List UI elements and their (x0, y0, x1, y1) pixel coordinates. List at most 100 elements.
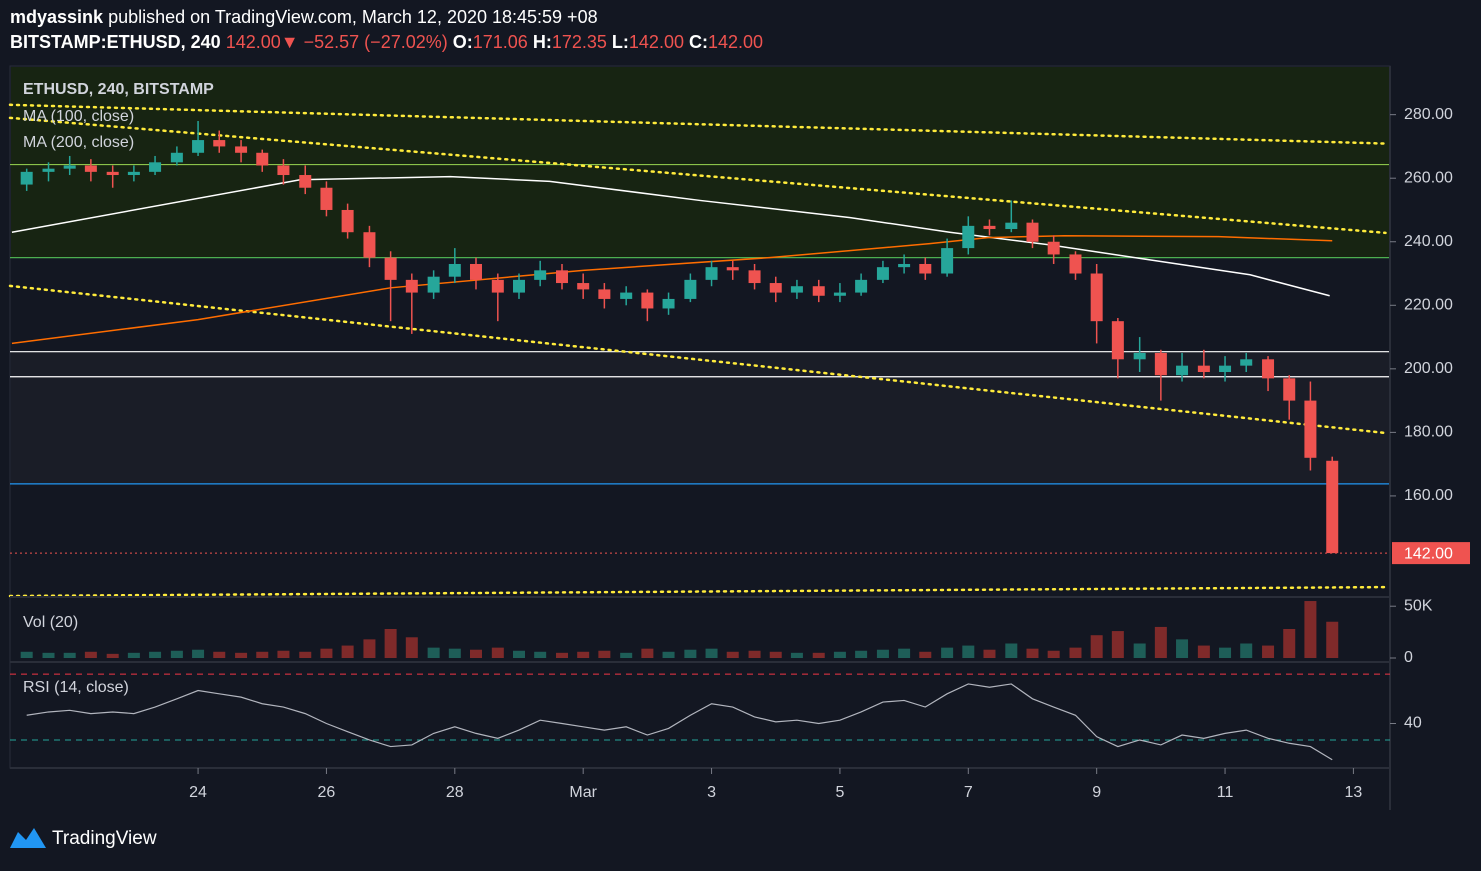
y-tick-label: 260.00 (1404, 169, 1453, 186)
candle-body (898, 263, 911, 268)
logo (10, 828, 46, 848)
x-tick-label: 26 (318, 784, 336, 801)
candle-body (1326, 460, 1339, 554)
y-tick-label: 200.00 (1404, 360, 1453, 377)
volume-bar (170, 650, 183, 658)
candle-body (556, 270, 568, 284)
volume-bar (769, 651, 782, 658)
volume-bar (726, 651, 739, 658)
trendline (8, 284, 1387, 435)
x-tick-label: 7 (964, 784, 973, 801)
volume-bar (812, 652, 825, 658)
logo-icon (10, 828, 46, 848)
volume-bar (448, 648, 461, 658)
volume-bar (384, 629, 397, 658)
x-tick-label: 9 (1092, 784, 1101, 801)
volume-bar (42, 652, 55, 658)
candle-body (170, 152, 183, 163)
volume-bar (20, 651, 33, 658)
volume-bar (256, 651, 269, 658)
change: −52.57 (−27.02%) (304, 32, 448, 52)
published: published on TradingView.com, March 12, … (108, 7, 598, 27)
candle-body (919, 263, 932, 274)
volume-bar (192, 649, 205, 658)
volume-bar (1069, 647, 1082, 658)
y-tick-label: 240.00 (1404, 233, 1453, 250)
candle-body (1219, 365, 1232, 373)
volume-bar (512, 650, 525, 658)
rsi-legend: RSI (14, close) (23, 679, 129, 696)
footer-brand: TradingView (52, 828, 157, 849)
volume-bar (833, 651, 846, 658)
x-tick-label: 3 (707, 784, 716, 801)
candle-body (790, 286, 803, 293)
x-tick-label: 13 (1345, 784, 1363, 801)
candle-body (63, 165, 76, 169)
zone (11, 67, 1389, 258)
volume-bar (919, 651, 932, 658)
header-line1: mdyassink published on TradingView.com, … (10, 7, 598, 27)
candle-body (42, 168, 55, 172)
symbol: BITSTAMP:ETHUSD, 240 (10, 32, 221, 52)
volume-bar (1047, 650, 1060, 658)
volume-bar (876, 649, 889, 658)
ohlc-value: 142.00 (708, 32, 763, 52)
volume-bar (577, 651, 590, 658)
x-tick-label: Mar (569, 784, 597, 801)
author: mdyassink (10, 7, 104, 27)
candle-body (748, 270, 761, 284)
candle-body (769, 283, 782, 293)
candle-body (620, 292, 633, 299)
candle-body (1176, 365, 1189, 376)
candle-body (1005, 222, 1018, 230)
candle-body (512, 279, 525, 293)
ma-legend: MA (100, close) (23, 108, 134, 125)
volume-bar (662, 651, 675, 658)
candle-body (1154, 352, 1167, 376)
volume-bar (1262, 645, 1275, 658)
volume-bar (469, 649, 482, 658)
ohlc-value: 172.35 (552, 32, 607, 52)
x-tick-label: 24 (189, 784, 207, 801)
candle-body (341, 209, 354, 233)
volume-bar (320, 648, 333, 658)
down-arrow: ▼ (281, 32, 299, 52)
candle-body (662, 298, 675, 309)
volume-bar (63, 652, 76, 658)
header-line2: BITSTAMP:ETHUSD, 240 142.00 ▼ −52.57 (−27… (10, 32, 763, 52)
y-tick-label: 280.00 (1404, 106, 1453, 123)
candle-body (1262, 359, 1275, 379)
candle-body (1240, 359, 1253, 366)
y-tick-label: 50K (1404, 597, 1433, 614)
volume-bar (598, 650, 611, 658)
candle-body (1111, 321, 1124, 360)
pane-legend: ETHUSD, 240, BITSTAMP (23, 81, 214, 98)
volume-bar (1026, 648, 1039, 658)
ma-line (11, 175, 1330, 297)
volume-bar (534, 651, 547, 658)
ohlc-value: 142.00 (629, 32, 684, 52)
trendline (8, 103, 1387, 145)
ohlc-label: H: (533, 32, 552, 52)
x-tick-label: 28 (446, 784, 464, 801)
x-tick-label: 11 (1217, 784, 1234, 801)
candle-body (299, 175, 312, 188)
trendline (8, 116, 1387, 235)
volume-bar (1111, 631, 1124, 658)
volume-bar (1326, 621, 1339, 658)
volume-bar (941, 647, 954, 658)
candle-body (1283, 378, 1296, 401)
volume-bar (106, 653, 119, 658)
y-tick-label: 220.00 (1404, 297, 1453, 314)
ohlc-label: C: (689, 32, 708, 52)
volume-bar (1154, 626, 1167, 658)
candle-body (448, 263, 461, 277)
candle-body (726, 267, 739, 271)
volume-bar (1283, 629, 1296, 658)
candle-body (684, 279, 697, 299)
candle-body (277, 165, 290, 176)
volume-bar (149, 651, 162, 658)
volume-bar (1219, 647, 1232, 658)
candle-body (962, 225, 975, 249)
